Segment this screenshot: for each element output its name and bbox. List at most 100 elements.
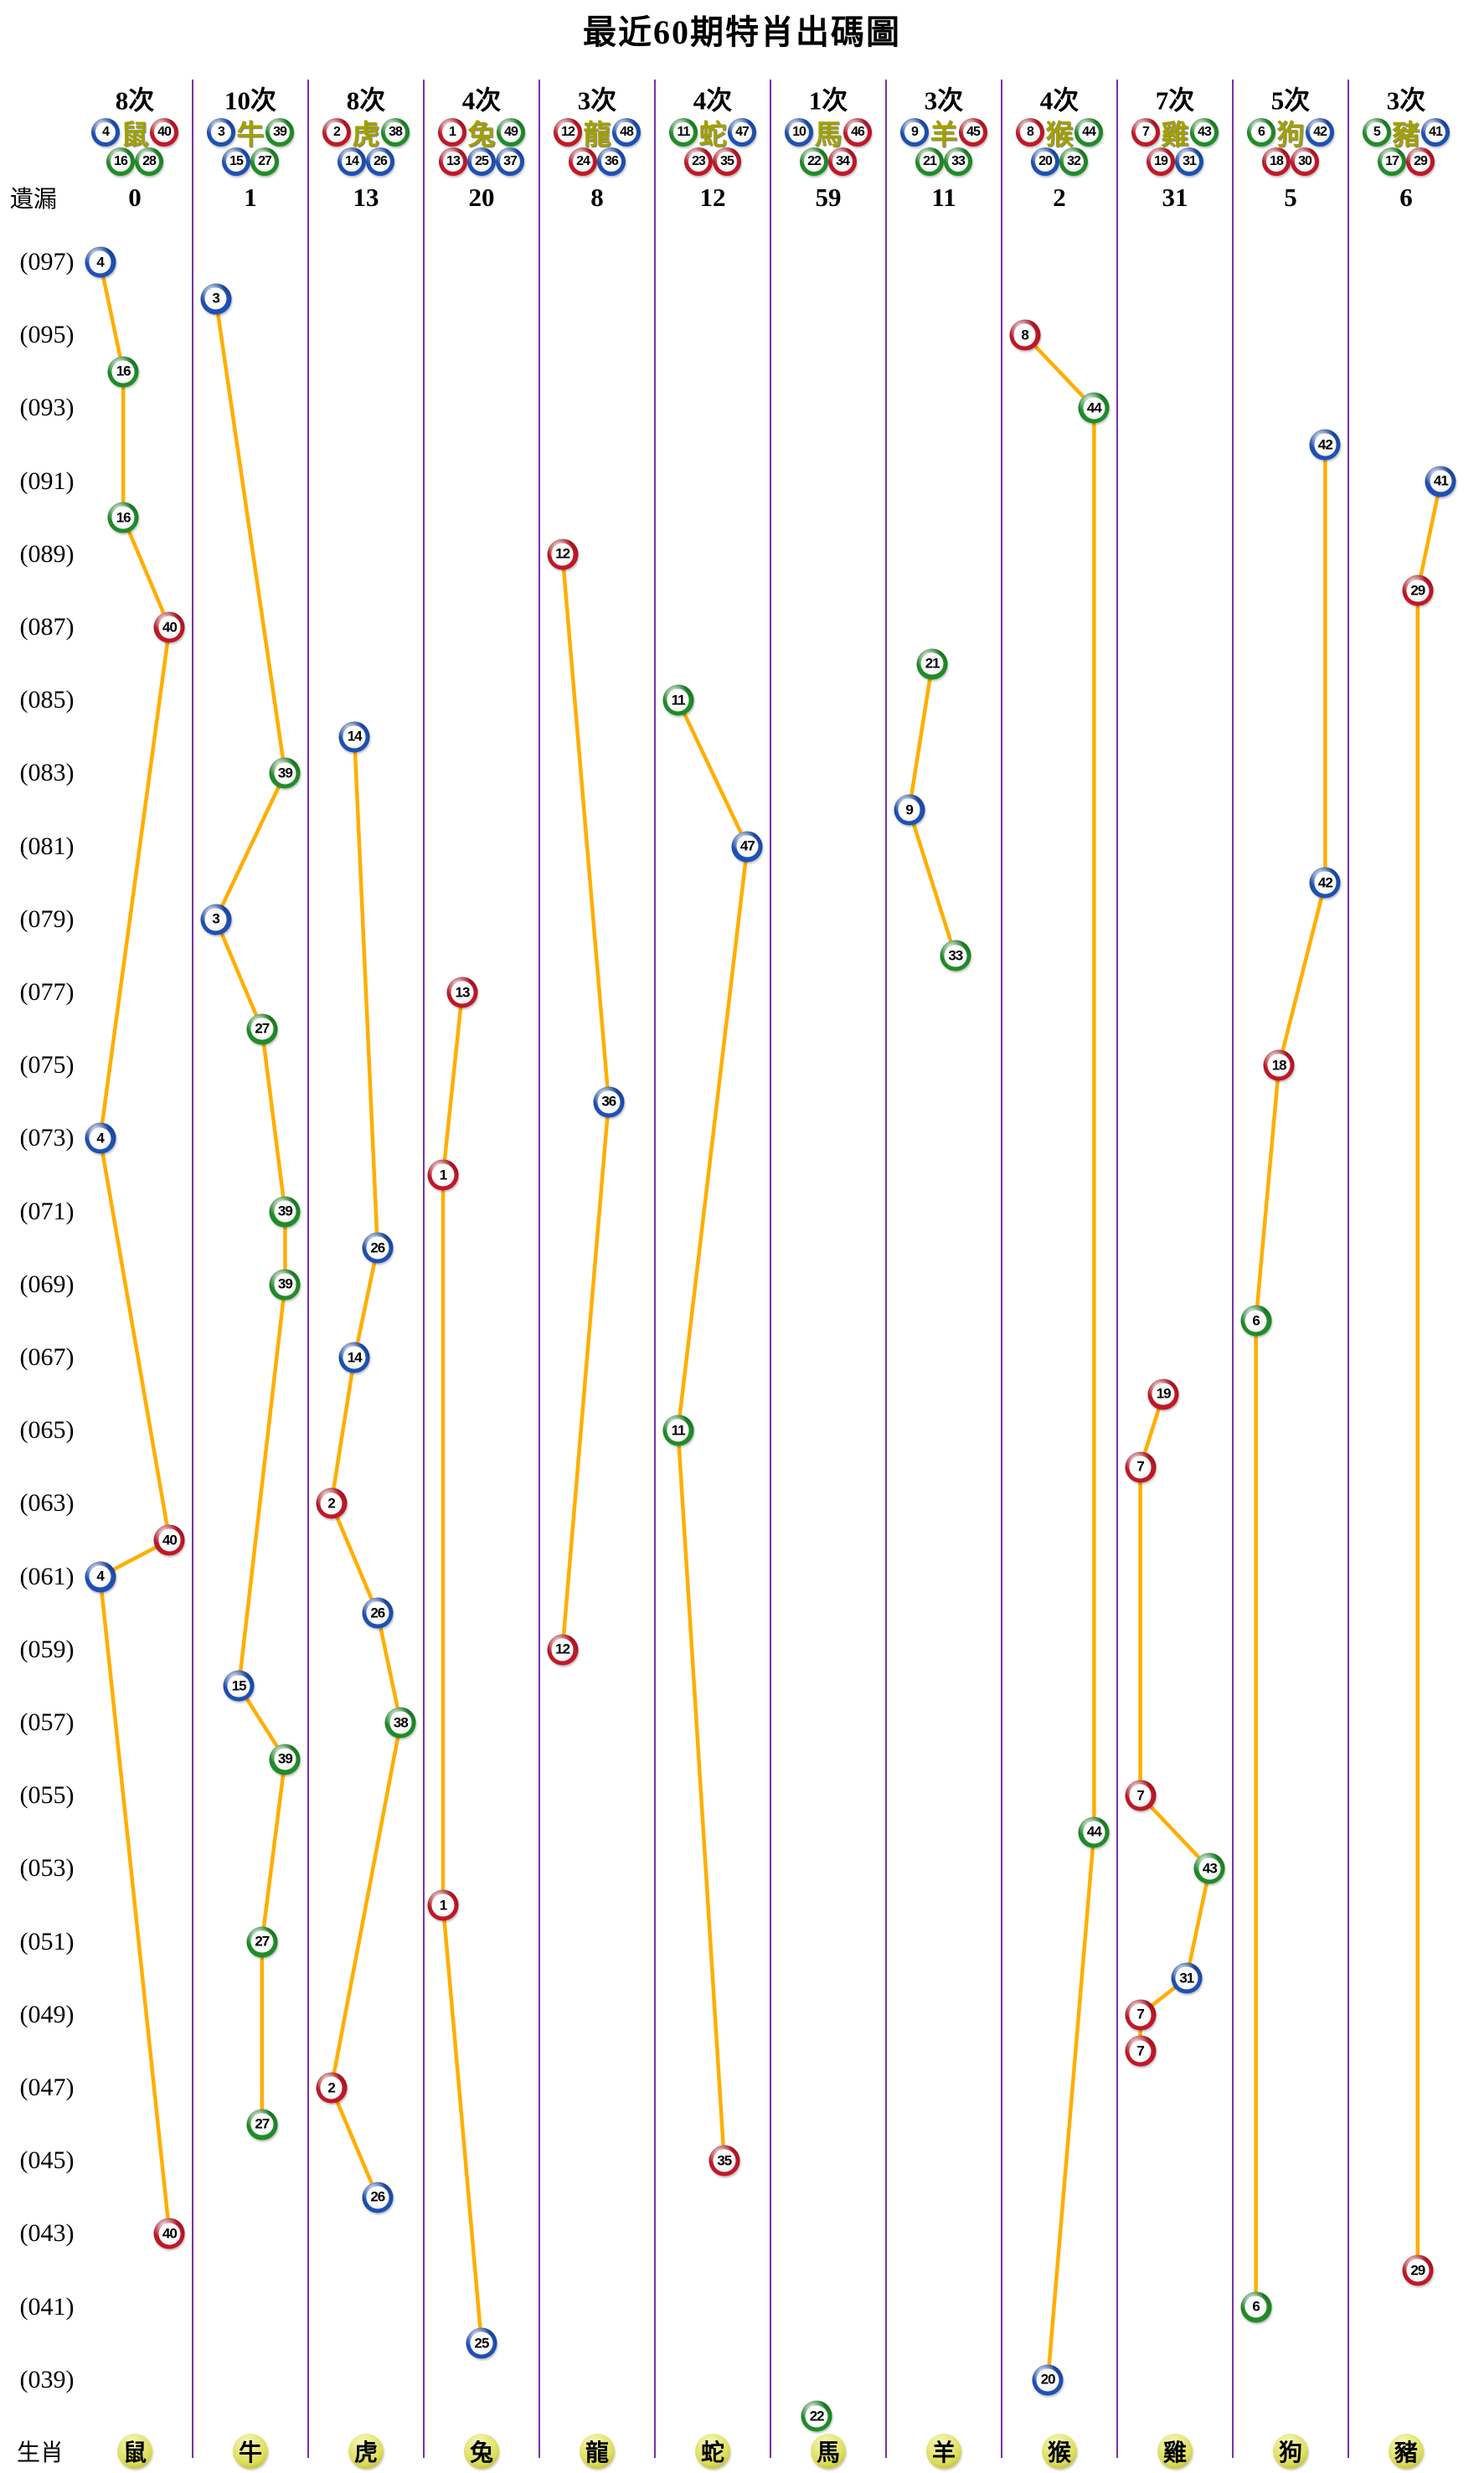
ball-number: 7: [1129, 1784, 1152, 1807]
trend-line: [1138, 1392, 1212, 2053]
zodiac-char: 虎: [352, 121, 380, 151]
y-axis-label: (083): [19, 759, 75, 787]
zodiac-char: 羊: [930, 121, 958, 151]
ball-number: 26: [366, 2186, 389, 2209]
count-label: 8次: [115, 85, 155, 116]
ball-number: 39: [274, 1200, 296, 1223]
ball-number: 32: [1063, 151, 1085, 173]
miss-value: 11: [931, 183, 956, 212]
zodiac-badge: 龍: [580, 2434, 615, 2469]
chart-ball: 11: [662, 684, 694, 716]
header-ball: 11: [669, 118, 698, 147]
chart-ball: 26: [362, 1232, 394, 1264]
ball-number: 27: [254, 151, 276, 173]
y-axis-label: (055): [19, 1781, 75, 1810]
chart-ball: 36: [593, 1086, 625, 1118]
y-axis-label: (095): [19, 321, 75, 349]
y-axis-label: (041): [19, 2292, 75, 2321]
ball-number: 9: [898, 798, 920, 822]
y-axis-label: (093): [19, 394, 75, 422]
count-label: 10次: [224, 85, 276, 116]
ball-number: 7: [1129, 1455, 1152, 1479]
ball-number: 27: [250, 1018, 274, 1040]
ball-number: 31: [1175, 1966, 1198, 1990]
count-label: 7次: [1155, 85, 1195, 116]
zodiac-badge: 鼠: [117, 2434, 152, 2469]
miss-label: 遺漏: [10, 187, 58, 213]
header-ball: 23: [684, 147, 713, 176]
ball-number: 13: [451, 981, 474, 1004]
zodiac-badge: 雞: [1157, 2434, 1193, 2469]
ball-number: 20: [1036, 2368, 1059, 2392]
header-ball: 42: [1306, 118, 1334, 147]
chart-ball: 19: [1147, 1378, 1179, 1410]
header-ball: 48: [612, 118, 641, 147]
count-label: 5次: [1270, 85, 1311, 116]
chart-ball: 8: [1009, 319, 1041, 351]
ball-number: 20: [1034, 151, 1056, 173]
header-ball: 46: [843, 118, 872, 147]
zodiac-badge: 馬: [811, 2434, 846, 2469]
ball-number: 36: [600, 151, 622, 173]
header-ball: 37: [496, 147, 524, 176]
zodiac-char: 兔: [467, 121, 496, 151]
ball-number: 1: [431, 1893, 455, 1917]
ball-number: 25: [470, 2331, 493, 2355]
count-label: 3次: [1386, 85, 1426, 116]
ball-number: 40: [153, 121, 175, 143]
chart-ball: 42: [1309, 867, 1341, 899]
chart-ball: 26: [362, 2182, 394, 2213]
ball-number: 19: [1150, 151, 1172, 173]
chart-ball: 27: [246, 1013, 278, 1045]
ball-number: 15: [227, 1675, 250, 1698]
ball-number: 41: [1425, 121, 1446, 143]
ball-number: 18: [1267, 1054, 1291, 1077]
ball-number: 24: [572, 151, 594, 173]
chart-ball: 14: [338, 721, 370, 753]
miss-value: 20: [468, 183, 495, 212]
column-separator: [654, 80, 656, 2458]
ball-number: 11: [667, 688, 689, 712]
trend-line: [1254, 442, 1327, 2309]
count-label: 4次: [693, 85, 733, 116]
y-axis-label: (065): [19, 1416, 75, 1445]
column-separator: [1232, 80, 1234, 2458]
y-axis-label: (091): [19, 466, 75, 495]
ball-number: 17: [1381, 151, 1403, 173]
miss-value: 31: [1162, 183, 1188, 212]
ball-number: 26: [366, 1236, 389, 1260]
chart-ball: 2: [316, 2072, 348, 2104]
ball-number: 35: [713, 2149, 736, 2172]
ball-number: 13: [442, 151, 464, 173]
column-separator: [770, 80, 771, 2458]
zodiac-char: 猴: [1045, 121, 1074, 151]
chart-ball: 15: [223, 1670, 255, 1702]
header-ball: 3: [207, 118, 235, 147]
column-separator: [538, 80, 540, 2458]
ball-number: 16: [111, 360, 135, 384]
zodiac-char: 雞: [1161, 121, 1189, 151]
chart-ball: 39: [269, 757, 301, 789]
header-ball: 9: [900, 118, 929, 147]
ball-number: 12: [551, 543, 574, 566]
ball-number: 9: [904, 121, 925, 143]
ball-number: 38: [384, 121, 406, 143]
ball-number: 2: [326, 121, 348, 143]
ball-number: 35: [716, 151, 738, 173]
chart-ball: 6: [1240, 1305, 1272, 1337]
header-ball: 49: [497, 118, 525, 147]
ball-number: 42: [1309, 121, 1331, 143]
ball-number: 12: [557, 121, 579, 143]
column-separator: [1001, 80, 1002, 2458]
y-axis-label: (071): [19, 1197, 75, 1225]
chart-ball: 4: [85, 1122, 116, 1154]
chart-ball: 21: [916, 648, 948, 680]
chart-ball: 4: [85, 1561, 116, 1593]
count-label: 8次: [346, 85, 386, 116]
miss-value: 12: [699, 183, 726, 212]
chart-ball: 7: [1125, 1999, 1157, 2031]
chart-ball: 35: [709, 2145, 740, 2177]
ball-number: 16: [110, 151, 131, 173]
chart-ball: 11: [662, 1414, 694, 1446]
